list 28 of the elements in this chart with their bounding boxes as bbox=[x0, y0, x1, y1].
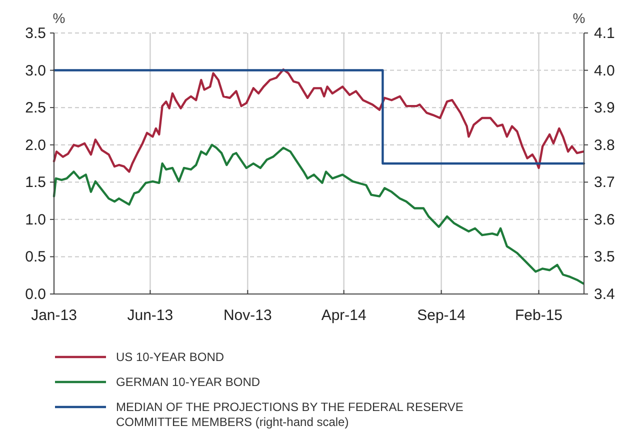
y-tick-label: 3.5 bbox=[25, 25, 46, 42]
y2-tick-label: 4.0 bbox=[594, 62, 615, 80]
y-tick-label: 0.0 bbox=[25, 286, 46, 303]
x-tick-label: Feb-15 bbox=[515, 307, 563, 324]
y2-tick-label: 3.8 bbox=[594, 136, 615, 154]
y-tick-label: 3.0 bbox=[25, 62, 46, 80]
y-tick-label: 2.0 bbox=[25, 136, 46, 154]
x-tick-label: Jan-13 bbox=[31, 307, 77, 324]
y2-tick-label: 4.1 bbox=[594, 25, 615, 42]
y2-axis-title: % bbox=[572, 10, 586, 26]
legend-label: US 10-YEAR BOND bbox=[116, 350, 224, 364]
x-tick-label: Apr-14 bbox=[321, 307, 366, 324]
y-tick-label: 0.5 bbox=[25, 248, 46, 266]
y2-tick-label: 3.6 bbox=[594, 211, 615, 228]
x-tick-label: Nov-13 bbox=[223, 307, 272, 324]
legend-label: MEDIAN OF THE PROJECTIONS BY THE FEDERAL RESERVE COMMITTEE MEMBERS (right-hand scale) bbox=[116, 400, 464, 429]
y-axis-title: % bbox=[52, 10, 66, 26]
x-tick-label: Sep-14 bbox=[417, 307, 466, 324]
y2-tick-label: 3.9 bbox=[594, 100, 615, 117]
x-tick-label: Jun-13 bbox=[127, 307, 174, 324]
y-tick-label: 2.5 bbox=[25, 100, 46, 117]
line-series bbox=[52, 144, 584, 285]
legend-label: GERMAN 10-YEAR BOND bbox=[116, 375, 260, 389]
y2-tick-label: 3.7 bbox=[594, 174, 615, 192]
y-tick-label: 1.5 bbox=[25, 174, 46, 192]
y-tick-label: 1.0 bbox=[25, 211, 46, 228]
y2-tick-label: 3.5 bbox=[594, 248, 615, 266]
y2-tick-label: 3.4 bbox=[594, 286, 615, 303]
